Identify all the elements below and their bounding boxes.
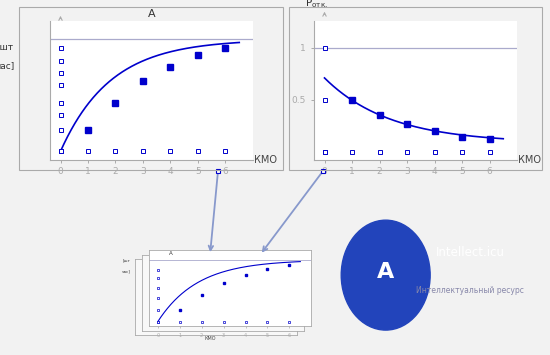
Ellipse shape: [341, 220, 430, 330]
Text: КМО: КМО: [205, 336, 217, 341]
Text: A: A: [168, 251, 172, 256]
Text: Intellect.icu: Intellect.icu: [436, 246, 505, 259]
Text: A: A: [166, 257, 169, 262]
Text: [шт: [шт: [0, 42, 13, 51]
Text: час]: час]: [122, 270, 131, 274]
Text: A: A: [159, 261, 162, 266]
Text: [шт: [шт: [123, 258, 130, 262]
Text: час]: час]: [0, 61, 14, 70]
Text: $\mathregular{P_{отк.}}$: $\mathregular{P_{отк.}}$: [305, 0, 328, 10]
Text: A: A: [377, 262, 394, 282]
Text: A: A: [147, 9, 155, 18]
Text: КМО: КМО: [254, 155, 277, 165]
Text: КМО: КМО: [518, 155, 541, 165]
Text: Интеллектуальный ресурс: Интеллектуальный ресурс: [416, 286, 524, 295]
